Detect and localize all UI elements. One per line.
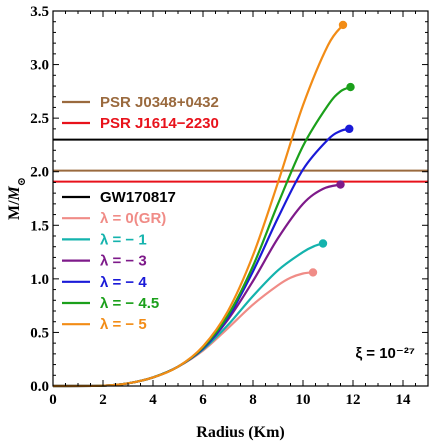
x-tick-label: 4 bbox=[149, 392, 157, 408]
series-endpoints bbox=[308, 20, 355, 277]
y-tick-label: 3.0 bbox=[30, 58, 49, 74]
series-endpoint-4 bbox=[346, 82, 355, 92]
legend-lower-label-1: λ = 0(GR) bbox=[100, 210, 166, 227]
legend-lower-label-5: λ = − 4.5 bbox=[100, 295, 159, 312]
legend-lower-label-3: λ = − 3 bbox=[100, 253, 147, 270]
legend-lower-label-4: λ = − 4 bbox=[100, 274, 147, 291]
x-tick-label: 6 bbox=[199, 392, 207, 408]
y-tick-label: 2.0 bbox=[30, 165, 49, 181]
y-tick-label: 3.5 bbox=[30, 4, 49, 20]
legend-upper-label-1: PSR J1614−2230 bbox=[100, 115, 219, 132]
x-tick-label: 10 bbox=[296, 392, 311, 408]
legend: PSR J0348+0432 PSR J1614−2230 GW170817 λ = … bbox=[62, 94, 219, 333]
series-endpoint-0 bbox=[308, 268, 318, 277]
x-tick-label: 12 bbox=[346, 392, 361, 408]
legend-lower-label-2: λ = − 1 bbox=[100, 231, 147, 248]
series-line-0 bbox=[52, 271, 314, 388]
series-curves bbox=[52, 24, 351, 388]
y-axis-title: M/M⊙ bbox=[6, 177, 28, 220]
series-line-5 bbox=[52, 24, 344, 388]
y-tick-label: 0.0 bbox=[30, 379, 49, 395]
series-endpoint-2 bbox=[336, 180, 345, 189]
x-tick-label: 14 bbox=[396, 392, 412, 408]
axis-tick-labels: 0 2 4 6 8 10 12 14 0.0 0.5 1.0 1.5 2.0 2.5 3.0 3.5 bbox=[30, 4, 411, 408]
y-tick-label: 1.5 bbox=[30, 218, 49, 234]
series-endpoint-3 bbox=[345, 124, 354, 134]
legend-upper-label-0: PSR J0348+0432 bbox=[100, 94, 219, 111]
x-tick-label: 2 bbox=[99, 392, 107, 408]
y-tick-label: 0.5 bbox=[30, 325, 49, 341]
x-tick-label: 0 bbox=[49, 392, 57, 408]
series-line-1 bbox=[52, 242, 324, 388]
y-tick-label: 2.5 bbox=[30, 111, 49, 127]
axis-ticks bbox=[52, 10, 429, 387]
series-endpoint-5 bbox=[338, 20, 348, 30]
legend-lower-label-6: λ = − 5 bbox=[100, 316, 147, 333]
y-tick-label: 1.0 bbox=[30, 272, 49, 288]
x-tick-label: 8 bbox=[249, 392, 257, 408]
series-endpoint-1 bbox=[318, 239, 328, 248]
reference-lines bbox=[53, 138, 428, 183]
x-axis-title: Radius (Km) bbox=[196, 424, 284, 441]
legend-lower-label-0: GW170817 bbox=[100, 189, 176, 206]
xi-annotation: ξ = 10⁻²⁷ bbox=[355, 345, 415, 362]
